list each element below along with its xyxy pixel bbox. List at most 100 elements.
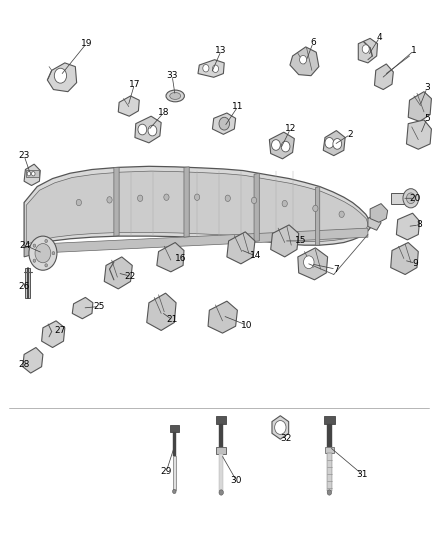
Circle shape — [219, 490, 223, 495]
Polygon shape — [26, 171, 368, 244]
Circle shape — [313, 205, 318, 212]
Circle shape — [272, 140, 280, 150]
Circle shape — [54, 68, 67, 83]
Circle shape — [45, 239, 47, 243]
Circle shape — [325, 138, 334, 148]
Text: 3: 3 — [424, 84, 430, 92]
Polygon shape — [254, 173, 259, 241]
Bar — [219, 424, 223, 447]
Polygon shape — [208, 301, 237, 333]
Circle shape — [251, 197, 257, 204]
Polygon shape — [269, 132, 294, 159]
Bar — [170, 425, 179, 432]
Text: 31: 31 — [357, 470, 368, 479]
Polygon shape — [406, 120, 431, 149]
Circle shape — [212, 65, 219, 72]
Text: 14: 14 — [250, 252, 261, 260]
Polygon shape — [198, 60, 224, 77]
Polygon shape — [212, 113, 236, 134]
Bar — [327, 424, 332, 447]
Polygon shape — [24, 166, 370, 248]
Polygon shape — [298, 248, 328, 280]
Text: 27: 27 — [54, 326, 66, 335]
Bar — [26, 170, 39, 177]
Text: 15: 15 — [295, 237, 307, 245]
Circle shape — [203, 64, 209, 72]
Circle shape — [76, 199, 81, 206]
Bar — [25, 268, 30, 298]
Circle shape — [282, 200, 287, 207]
Text: 7: 7 — [333, 265, 339, 273]
Bar — [324, 416, 335, 424]
Circle shape — [219, 117, 230, 130]
Polygon shape — [37, 228, 368, 253]
Text: 32: 32 — [280, 434, 292, 442]
Bar — [219, 454, 223, 491]
Polygon shape — [290, 47, 319, 76]
Polygon shape — [114, 167, 119, 236]
Text: 25: 25 — [94, 302, 105, 311]
Text: 8: 8 — [416, 221, 422, 229]
Bar — [216, 416, 226, 424]
Circle shape — [194, 194, 200, 200]
Polygon shape — [24, 244, 37, 257]
Circle shape — [52, 252, 55, 255]
Polygon shape — [42, 321, 65, 348]
Ellipse shape — [166, 90, 184, 102]
Text: 6: 6 — [310, 38, 316, 47]
Ellipse shape — [170, 93, 180, 100]
Circle shape — [333, 139, 342, 149]
Circle shape — [339, 211, 344, 217]
Circle shape — [173, 489, 176, 494]
Bar — [325, 447, 334, 453]
Circle shape — [32, 172, 35, 176]
Polygon shape — [370, 204, 388, 222]
Polygon shape — [104, 257, 132, 289]
Text: 21: 21 — [166, 316, 178, 324]
Circle shape — [107, 197, 112, 203]
Polygon shape — [368, 213, 381, 230]
Polygon shape — [408, 92, 431, 122]
Polygon shape — [47, 63, 77, 92]
Circle shape — [275, 421, 286, 434]
Text: 16: 16 — [175, 254, 187, 263]
Text: 30: 30 — [231, 477, 242, 485]
Polygon shape — [271, 225, 299, 257]
Circle shape — [225, 195, 230, 201]
Bar — [173, 432, 176, 456]
Polygon shape — [184, 167, 189, 237]
Polygon shape — [157, 243, 184, 272]
Polygon shape — [358, 38, 378, 63]
Text: 26: 26 — [18, 282, 30, 290]
Text: 9: 9 — [413, 259, 419, 268]
Circle shape — [281, 141, 290, 152]
Polygon shape — [23, 348, 43, 373]
Text: 4: 4 — [377, 33, 382, 42]
Polygon shape — [396, 213, 420, 240]
Polygon shape — [391, 243, 418, 274]
Circle shape — [33, 259, 36, 262]
Polygon shape — [323, 131, 345, 156]
Text: 24: 24 — [19, 241, 31, 249]
Text: 2: 2 — [348, 130, 353, 139]
Polygon shape — [24, 164, 40, 185]
Text: 12: 12 — [285, 125, 296, 133]
Circle shape — [362, 45, 369, 53]
Bar — [216, 447, 226, 454]
Text: 5: 5 — [424, 114, 430, 123]
Circle shape — [35, 244, 51, 263]
Polygon shape — [272, 416, 289, 439]
Bar — [391, 193, 408, 204]
Circle shape — [45, 264, 47, 267]
Text: 17: 17 — [129, 80, 140, 88]
Text: 10: 10 — [241, 321, 252, 329]
Text: 18: 18 — [158, 109, 169, 117]
Polygon shape — [135, 116, 161, 143]
Text: 28: 28 — [18, 360, 30, 369]
Polygon shape — [118, 96, 139, 116]
Text: 23: 23 — [18, 151, 30, 160]
Circle shape — [27, 172, 31, 176]
Circle shape — [138, 124, 147, 135]
Circle shape — [138, 195, 143, 201]
Text: 19: 19 — [81, 39, 92, 48]
